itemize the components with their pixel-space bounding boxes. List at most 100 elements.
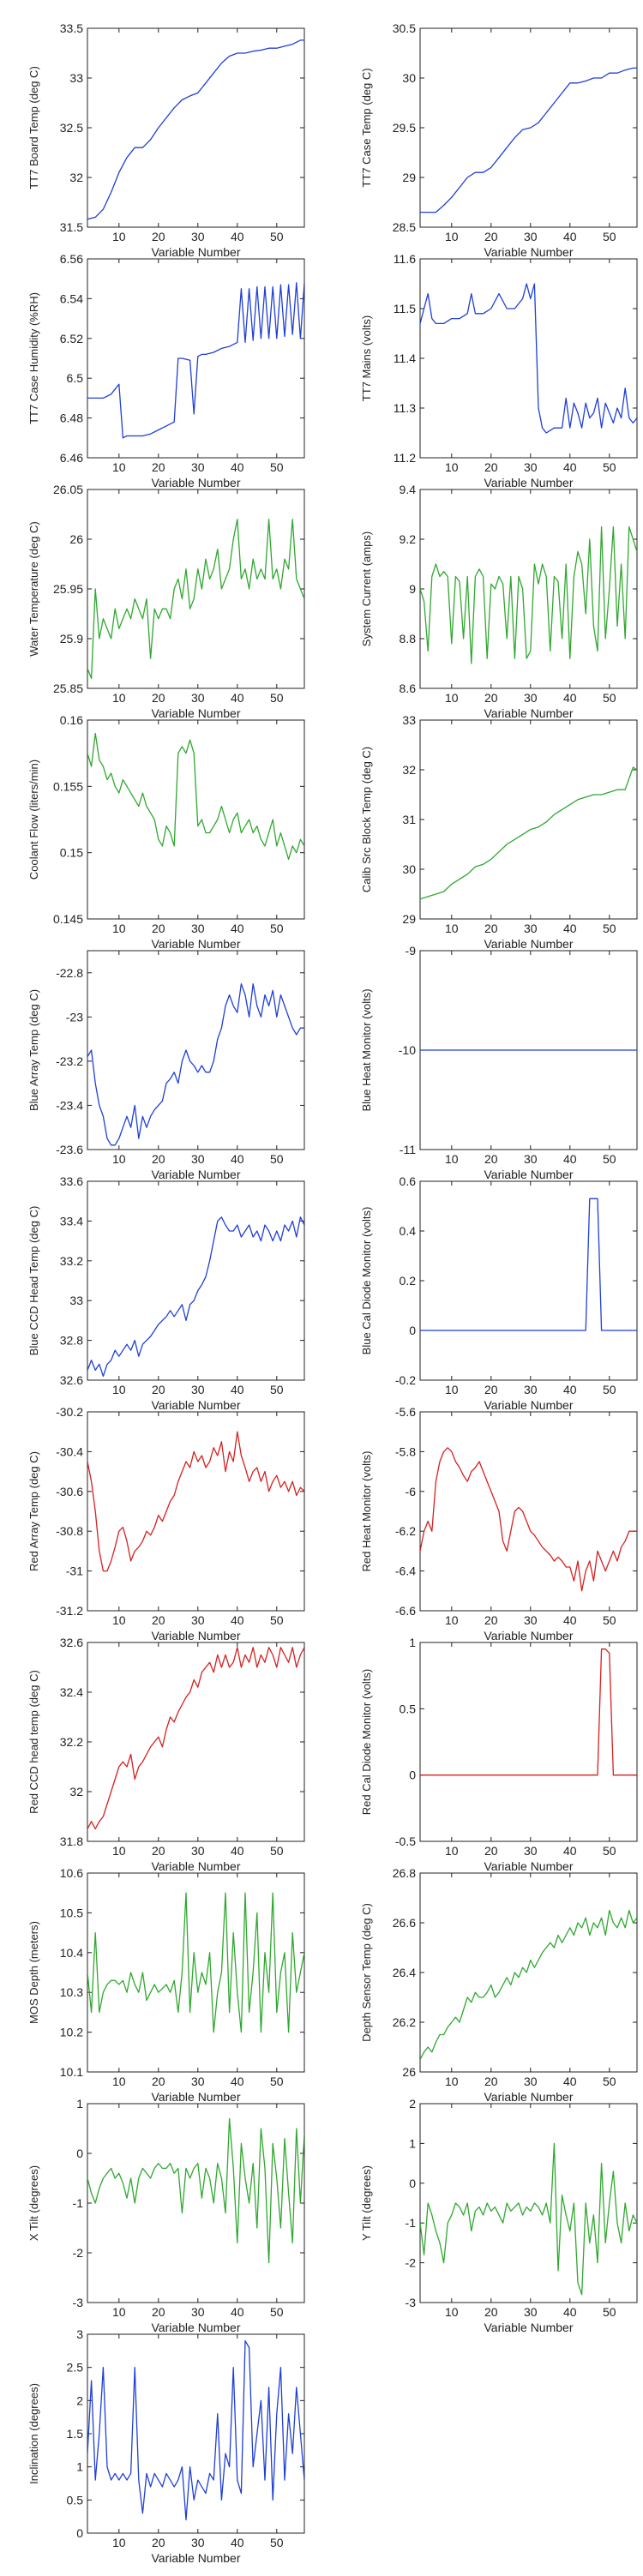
y-tick-label: 33.2 [60, 1254, 83, 1268]
x-tick-label: 10 [112, 1613, 126, 1627]
plot-area [87, 1642, 305, 1842]
y-axis-label: Blue Heat Monitor (volts) [360, 988, 373, 1111]
series-line [87, 2340, 304, 2521]
y-tick-label: 11.3 [394, 401, 416, 415]
y-tick-label: 26.4 [393, 1966, 416, 1979]
x-tick-label: 40 [563, 2305, 577, 2319]
plot-area [419, 489, 638, 689]
y-tick-label: 1 [409, 2136, 416, 2150]
y-tick-label: -0.2 [395, 1373, 416, 1387]
x-axis-label: Variable Number [484, 1629, 573, 1642]
x-tick-label: 10 [112, 230, 126, 243]
y-tick-label: -23 [66, 1010, 83, 1024]
x-tick-label: 20 [484, 1613, 498, 1627]
y-axis-label: Water Temperature (deg C) [27, 521, 40, 657]
chart-panel-8: 10 20 30 40 50 29 30 31 32 33 Variable Number Calib… [360, 713, 638, 951]
y-tick-label: -11 [400, 1143, 416, 1156]
y-axis-label: System Current (amps) [360, 531, 373, 646]
x-tick-label: 10 [445, 1383, 459, 1396]
y-tick-label: -6 [406, 1485, 417, 1498]
x-tick-label: 30 [524, 1152, 538, 1166]
x-tick-label: 20 [484, 1844, 498, 1858]
x-tick-label: 40 [231, 2536, 244, 2549]
x-tick-label: 50 [270, 2075, 284, 2088]
y-tick-label: -30.6 [56, 1485, 83, 1498]
x-tick-label: 10 [112, 1383, 126, 1396]
y-tick-label: 2.5 [67, 2361, 84, 2375]
y-tick-label: -1 [73, 2196, 84, 2210]
y-tick-label: 0 [76, 2526, 83, 2540]
y-axis-label: Red Cal Diode Monitor (volts) [360, 1669, 373, 1816]
series-line [420, 1648, 637, 1776]
y-tick-label: 26.2 [393, 2015, 416, 2029]
y-tick-label: 0.4 [400, 1224, 417, 1238]
x-tick-label: 40 [231, 1844, 244, 1858]
chart-panel-7: 10 20 30 40 50 0.145 0.15 0.155 0.16 Variable Num… [27, 713, 305, 951]
x-tick-label: 20 [152, 230, 165, 243]
x-tick-label: 20 [152, 1383, 165, 1396]
x-axis-label: Variable Number [484, 1859, 573, 1873]
x-tick-label: 50 [603, 1844, 616, 1858]
x-tick-label: 50 [603, 1383, 616, 1396]
plot-area [87, 719, 305, 920]
y-axis-label: X Tilt (degrees) [27, 2165, 40, 2241]
y-tick-label: 29 [402, 912, 416, 926]
y-tick-label: 32.6 [60, 1636, 83, 1649]
plot-area [419, 258, 638, 459]
x-tick-label: 20 [152, 922, 165, 935]
y-tick-label: 11.2 [394, 451, 416, 465]
y-tick-label: 8.8 [400, 632, 417, 646]
y-tick-label: 10.3 [60, 1985, 83, 1999]
x-tick-label: 30 [191, 922, 205, 935]
y-axis-label: Red CCD head temp (deg C) [27, 1670, 40, 1814]
y-tick-label: 29.5 [393, 121, 416, 135]
x-tick-label: 20 [484, 1383, 498, 1396]
y-tick-label: 32.4 [60, 1685, 83, 1699]
series-line [87, 983, 304, 1146]
x-tick-label: 20 [152, 2075, 165, 2088]
y-axis-label: Depth Sensor Temp (deg C) [360, 1903, 373, 2042]
series-line [420, 2142, 637, 2296]
y-tick-label: 29 [402, 171, 416, 184]
y-tick-label: 6.52 [60, 332, 83, 345]
x-tick-label: 50 [270, 691, 284, 705]
chart-panel-10: 10 20 30 40 50 -9 -10 -11 Variable Number Blue He… [360, 944, 638, 1181]
x-tick-label: 40 [563, 1383, 577, 1396]
x-tick-label: 30 [191, 691, 205, 705]
y-axis-label: Coolant Flow (liters/min) [27, 760, 40, 880]
x-tick-label: 40 [563, 1152, 577, 1166]
y-tick-label: 32.6 [60, 1373, 83, 1387]
y-tick-label: 11.5 [394, 302, 416, 315]
y-tick-label: 26 [402, 2065, 416, 2079]
x-axis-label: Variable Number [484, 1168, 573, 1181]
y-tick-label: -0.5 [395, 1834, 416, 1848]
chart-panel-15: 10 20 30 40 50 31.8 32 32.2 32.4 32.6 Variable Num… [27, 1636, 305, 1873]
x-tick-label: 10 [445, 230, 459, 243]
x-tick-label: 50 [270, 1844, 284, 1858]
x-tick-label: 30 [191, 1613, 205, 1627]
plot-area [87, 489, 305, 689]
x-tick-label: 40 [231, 2305, 244, 2319]
chart-panel-14: 10 20 30 40 50 -5.6 -5.8 -6 -6.2 -6.4 -6.6 Variable… [360, 1405, 638, 1642]
x-tick-label: 20 [484, 460, 498, 474]
x-axis-label: Variable Number [151, 1629, 240, 1642]
y-tick-label: -31 [66, 1564, 83, 1578]
y-tick-label: 30.5 [393, 21, 416, 35]
x-tick-label: 50 [603, 1152, 616, 1166]
x-tick-label: 10 [445, 1844, 459, 1858]
x-tick-label: 50 [270, 2305, 284, 2319]
x-axis-label: Variable Number [151, 2090, 240, 2104]
x-tick-label: 20 [152, 460, 165, 474]
x-axis-label: Variable Number [151, 1859, 240, 1873]
y-tick-label: 8.6 [400, 682, 417, 695]
x-tick-label: 30 [524, 691, 538, 705]
x-tick-label: 10 [445, 1152, 459, 1166]
x-tick-label: 10 [112, 2305, 126, 2319]
x-tick-label: 40 [231, 1152, 244, 1166]
x-tick-label: 10 [445, 460, 459, 474]
x-tick-label: 40 [563, 1844, 577, 1858]
chart-panel-3: 10 20 30 40 50 6.46 6.48 6.5 6.52 6.54 6.56 Variabl… [27, 252, 305, 489]
y-tick-label: -2 [406, 2256, 417, 2270]
